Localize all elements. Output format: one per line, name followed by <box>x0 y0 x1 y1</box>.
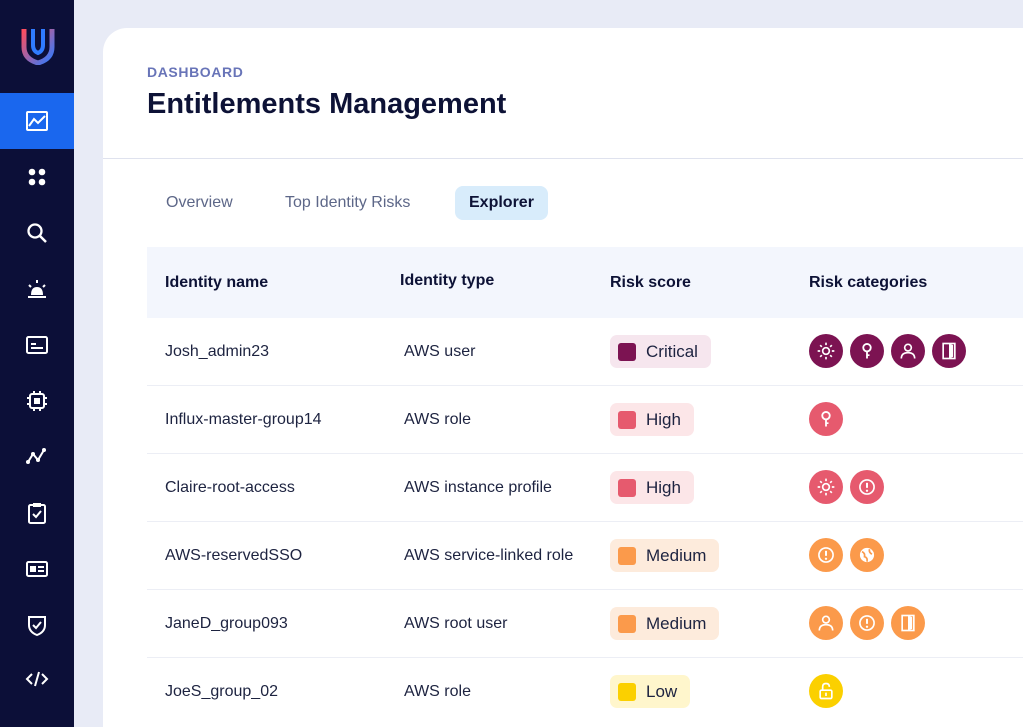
nav-shield[interactable] <box>0 597 74 653</box>
user-icon[interactable] <box>891 334 925 368</box>
identity-name[interactable]: JaneD_group093 <box>165 615 288 632</box>
clipboard-check-icon <box>28 503 46 524</box>
table-row[interactable]: Josh_admin23 AWS user Critical <box>147 318 1023 386</box>
key-icon[interactable] <box>850 334 884 368</box>
tab-explorer[interactable]: Explorer <box>455 186 548 220</box>
dashboard-icon <box>26 111 48 131</box>
risk-color-square <box>618 546 636 565</box>
apps-icon <box>28 168 46 186</box>
nav-graph[interactable] <box>0 429 74 485</box>
user-icon[interactable] <box>809 606 843 640</box>
nav-dashboard[interactable] <box>0 93 74 149</box>
key-icon[interactable] <box>809 402 843 436</box>
risk-color-square <box>618 614 636 633</box>
card-icon <box>26 336 48 354</box>
tab-overview[interactable]: Overview <box>166 194 233 211</box>
door-icon[interactable] <box>891 606 925 640</box>
breadcrumb[interactable]: DASHBOARD <box>147 64 244 80</box>
risk-score-label: Low <box>646 681 678 701</box>
logo <box>21 25 55 66</box>
risk-categories <box>809 538 891 572</box>
risk-score-badge: High <box>610 471 694 504</box>
risk-color-square <box>618 478 636 497</box>
identity-type: AWS user <box>404 343 476 360</box>
table-row[interactable]: JoeS_group_02 AWS role Low <box>147 658 1023 726</box>
column-header-risk-categories[interactable]: Risk categories <box>809 274 928 291</box>
table-row[interactable]: Claire-root-access AWS instance profile Hi… <box>147 454 1023 522</box>
nav-clipboard[interactable] <box>0 485 74 541</box>
unlock-icon[interactable] <box>809 674 843 708</box>
nav-search[interactable] <box>0 205 74 261</box>
identity-type: AWS role <box>404 411 471 428</box>
identity-type: AWS root user <box>404 615 508 632</box>
tab-top-identity-risks[interactable]: Top Identity Risks <box>285 194 411 211</box>
sidebar <box>0 0 74 727</box>
identity-name[interactable]: AWS-reservedSSO <box>165 547 303 564</box>
nav-code[interactable] <box>0 651 74 707</box>
risk-score-label: Medium <box>646 545 707 565</box>
code-icon <box>25 671 49 687</box>
table-row[interactable]: AWS-reservedSSO AWS service-linked role Me… <box>147 522 1023 590</box>
identity-type: AWS instance profile <box>404 479 552 496</box>
column-header-identity-type[interactable]: Identity type <box>400 272 495 289</box>
risk-score-label: Medium <box>646 613 707 633</box>
table-row[interactable]: JaneD_group093 AWS root user Medium <box>147 590 1023 658</box>
identity-name[interactable]: Influx-master-group14 <box>165 411 322 428</box>
risk-categories <box>809 470 891 504</box>
nav-apps[interactable] <box>0 149 74 205</box>
graph-icon <box>26 448 46 464</box>
risk-score-label: High <box>646 409 681 429</box>
shield-icon <box>28 616 46 637</box>
identity-type: AWS role <box>404 683 471 700</box>
alarm-icon <box>28 280 46 298</box>
identity-name[interactable]: Claire-root-access <box>165 479 295 496</box>
page-title: Entitlements Management <box>147 88 507 120</box>
tab-bar: Overview Top Identity Risks Explorer <box>103 186 703 220</box>
risk-score-badge: Medium <box>610 607 720 640</box>
sun-icon[interactable] <box>809 334 843 368</box>
nav-chip[interactable] <box>0 373 74 429</box>
nav-id-card[interactable] <box>0 541 74 597</box>
risk-score-badge: Medium <box>610 539 720 572</box>
table-row[interactable]: Influx-master-group14 AWS role High <box>147 386 1023 454</box>
table-header: Identity name Identity type Risk score R… <box>147 247 1023 318</box>
chip-icon <box>27 391 47 411</box>
door-icon[interactable] <box>932 334 966 368</box>
nav-card[interactable] <box>0 317 74 373</box>
risk-score-badge: Low <box>610 675 691 708</box>
identity-type: AWS service-linked role <box>404 547 574 564</box>
alert-icon[interactable] <box>809 538 843 572</box>
risk-score-badge: High <box>610 403 694 436</box>
identity-name[interactable]: Josh_admin23 <box>165 343 270 360</box>
risk-categories <box>809 606 932 640</box>
alert-icon[interactable] <box>850 606 884 640</box>
divider <box>103 158 1023 159</box>
risk-color-square <box>618 682 636 701</box>
column-header-risk-score[interactable]: Risk score <box>610 274 691 291</box>
sun-icon[interactable] <box>809 470 843 504</box>
risk-color-square <box>618 342 636 361</box>
search-icon <box>27 223 47 243</box>
id-card-icon <box>26 561 48 577</box>
risk-score-label: Critical <box>646 341 698 361</box>
main-card: DASHBOARD Entitlements Management Overvi… <box>103 28 1023 727</box>
alert-icon[interactable] <box>850 470 884 504</box>
nav-alarm[interactable] <box>0 261 74 317</box>
risk-score-badge: Critical <box>610 335 711 368</box>
globe-icon[interactable] <box>850 538 884 572</box>
column-header-identity-name[interactable]: Identity name <box>165 274 269 291</box>
risk-categories <box>809 402 850 436</box>
identity-name[interactable]: JoeS_group_02 <box>165 683 278 700</box>
risk-score-label: High <box>646 477 681 497</box>
risk-categories <box>809 334 973 368</box>
risk-color-square <box>618 410 636 429</box>
risk-categories <box>809 674 850 708</box>
